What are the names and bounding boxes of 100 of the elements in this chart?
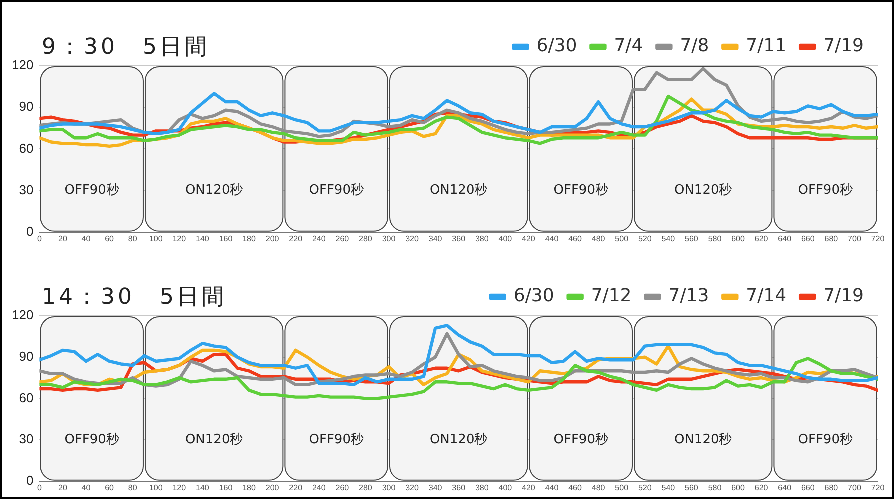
- legend-label: 7/13: [668, 286, 710, 307]
- band-label: ON120秒: [185, 183, 244, 198]
- x-tick-label: 140: [196, 234, 210, 244]
- x-tick-label: 480: [592, 234, 606, 244]
- x-tick-label: 60: [105, 483, 115, 492]
- x-tick-label: 500: [615, 234, 630, 244]
- x-tick-label: 580: [708, 483, 722, 492]
- x-tick-label: 20: [58, 234, 68, 244]
- x-tick-label: 580: [708, 234, 722, 244]
- x-tick-label: 400: [498, 234, 513, 244]
- band-label: OFF90秒: [554, 183, 608, 198]
- x-tick-label: 460: [568, 234, 582, 244]
- x-tick-label: 280: [359, 234, 373, 244]
- band-label: ON120秒: [674, 183, 732, 198]
- x-tick-label: 340: [428, 234, 443, 244]
- x-tick-label: 500: [615, 483, 630, 492]
- legend-label: 7/19: [824, 286, 864, 307]
- band-label: OFF90秒: [64, 183, 120, 198]
- x-tick-label: 0: [37, 483, 42, 492]
- x-tick-label: 160: [219, 234, 234, 244]
- legend-label: 7/8: [680, 36, 710, 57]
- x-tick-label: 700: [848, 483, 862, 492]
- legend-label: 7/4: [614, 36, 644, 57]
- x-tick-label: 420: [522, 483, 536, 492]
- x-tick-label: 360: [452, 234, 466, 244]
- y-tick-label: 90: [19, 348, 34, 364]
- x-tick-label: 260: [336, 483, 350, 492]
- x-tick-label: 80: [128, 483, 138, 492]
- x-tick-label: 480: [592, 483, 606, 492]
- x-tick-label: 520: [638, 483, 652, 492]
- x-tick-label: 400: [498, 483, 513, 492]
- x-tick-label: 20: [58, 483, 68, 492]
- x-tick-label: 680: [824, 234, 839, 244]
- x-tick-label: 620: [754, 483, 769, 492]
- x-tick-label: 620: [754, 234, 769, 244]
- legend-label: 6/30: [536, 36, 578, 57]
- y-tick-label: 90: [19, 99, 34, 114]
- x-tick-label: 300: [382, 483, 396, 492]
- chart-title: 14：30 5日間: [42, 284, 227, 312]
- band-label: ON120秒: [185, 432, 244, 448]
- x-tick-label: 540: [662, 483, 676, 492]
- x-tick-label: 700: [848, 234, 862, 244]
- x-tick-label: 560: [685, 483, 699, 492]
- band-label: OFF90秒: [64, 432, 120, 448]
- band-label: OFF90秒: [798, 183, 853, 198]
- x-tick-label: 560: [685, 234, 699, 244]
- x-tick-label: 200: [266, 483, 280, 492]
- x-tick-label: 720: [871, 483, 886, 492]
- x-tick-label: 120: [172, 234, 187, 244]
- x-tick-label: 720: [871, 234, 886, 244]
- x-tick-label: 640: [778, 234, 792, 244]
- x-tick-label: 280: [359, 483, 373, 492]
- y-tick-label: 30: [19, 432, 34, 447]
- x-tick-label: 360: [452, 483, 466, 492]
- x-tick-label: 240: [312, 483, 326, 492]
- x-tick-label: 440: [545, 483, 560, 492]
- band-label: OFF90秒: [554, 432, 608, 448]
- legend-label: 6/30: [514, 286, 554, 307]
- legend-label: 7/12: [591, 286, 632, 307]
- y-tick-label: 60: [19, 140, 34, 156]
- x-tick-label: 340: [428, 483, 443, 492]
- x-tick-label: 320: [406, 483, 420, 492]
- legend-label: 7/14: [746, 286, 787, 307]
- band-label: ON120秒: [674, 432, 732, 448]
- x-tick-label: 60: [105, 234, 115, 244]
- x-tick-label: 460: [568, 483, 582, 492]
- x-tick-label: 40: [82, 483, 92, 492]
- y-tick-label: 120: [12, 308, 34, 323]
- x-tick-label: 180: [242, 483, 256, 492]
- x-tick-label: 220: [289, 483, 304, 492]
- x-tick-label: 0: [37, 234, 42, 244]
- x-tick-label: 300: [382, 234, 396, 244]
- x-tick-label: 600: [732, 483, 746, 492]
- x-tick-label: 260: [336, 234, 350, 244]
- x-tick-label: 160: [219, 483, 234, 492]
- chart-title: 9：30 5日間: [42, 34, 210, 62]
- band-label: OFF90秒: [309, 183, 364, 198]
- y-tick-label: 60: [19, 390, 34, 406]
- x-tick-label: 440: [545, 234, 560, 244]
- y-tick-label: 30: [19, 182, 34, 198]
- x-tick-label: 40: [82, 234, 92, 244]
- x-tick-label: 120: [172, 483, 187, 492]
- x-tick-label: 660: [801, 483, 816, 492]
- x-tick-label: 380: [475, 234, 490, 244]
- band-label: ON120秒: [430, 432, 488, 448]
- x-tick-label: 200: [266, 234, 280, 244]
- x-tick-label: 660: [801, 234, 816, 244]
- band-label: ON120秒: [430, 183, 488, 198]
- legend-label: 7/19: [824, 36, 864, 57]
- x-tick-label: 420: [522, 234, 536, 244]
- x-tick-label: 640: [778, 483, 792, 492]
- x-tick-label: 240: [312, 234, 326, 244]
- x-tick-label: 600: [732, 234, 746, 244]
- x-tick-label: 80: [128, 234, 138, 244]
- x-tick-label: 520: [638, 234, 652, 244]
- band-label: OFF90秒: [798, 432, 853, 448]
- x-tick-label: 320: [406, 234, 420, 244]
- band-label: OFF90秒: [309, 432, 364, 448]
- y-tick-label: 120: [12, 58, 34, 73]
- x-tick-label: 140: [196, 483, 210, 492]
